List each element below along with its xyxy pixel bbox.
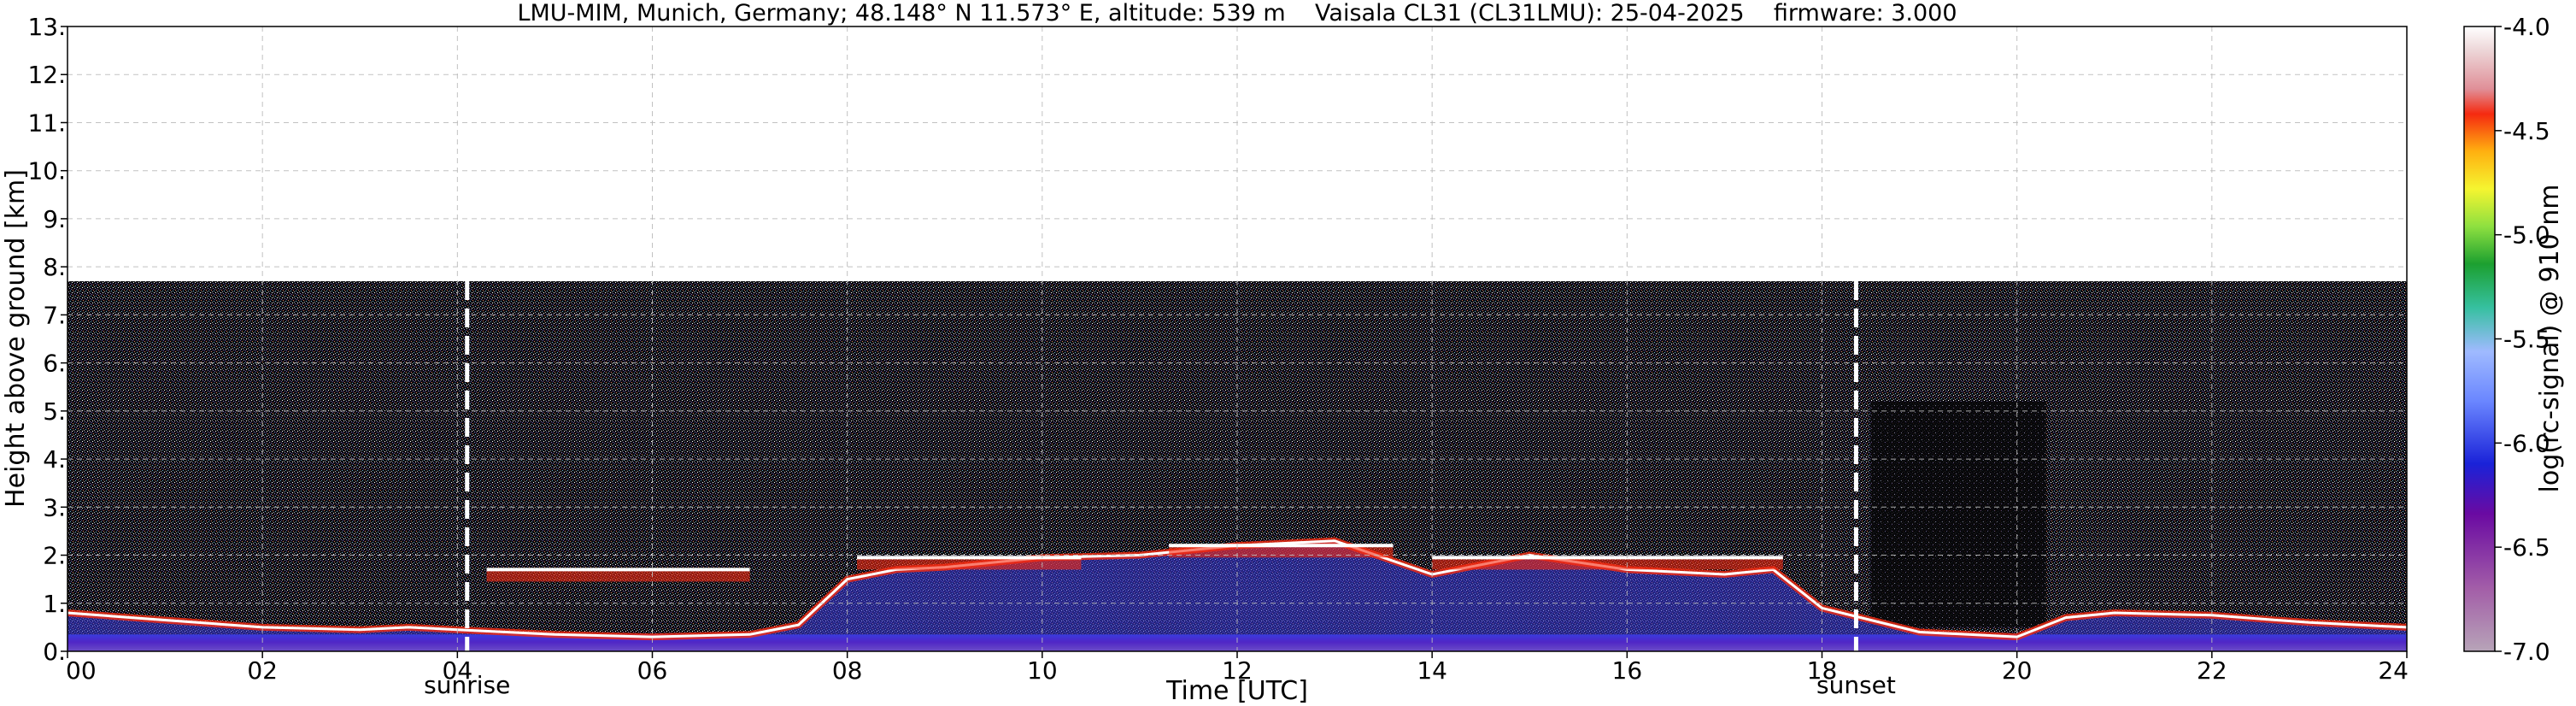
- cloud-layer-band: [857, 557, 1082, 570]
- colorbar-tick-label: -5.0: [2503, 221, 2550, 250]
- y-tick-label: 2.: [43, 542, 66, 570]
- sunrise-label: sunrise: [424, 671, 510, 699]
- x-axis-label: Time [UTC]: [1165, 676, 1308, 706]
- backscatter-field: [67, 281, 2408, 651]
- x-tick-label: 24: [2378, 656, 2409, 685]
- y-tick-label: 12.: [27, 61, 66, 89]
- cloud-layer-band: [486, 569, 750, 582]
- cloud-layer-band: [1169, 545, 1394, 558]
- y-tick-label: 0.: [43, 638, 66, 666]
- x-tick-label: 14: [1417, 656, 1447, 685]
- y-tick-label: 9.: [43, 205, 66, 233]
- y-tick-label: 6.: [43, 350, 66, 378]
- x-tick-label: 08: [832, 656, 863, 685]
- x-tick-label: 00: [66, 656, 97, 685]
- colorbar-ticks: -7.0 -6.5 -6.0 -5.5 -5.0 -4.5 -4.0: [2495, 13, 2550, 666]
- y-tick-label: 13.: [27, 13, 66, 41]
- x-tick-label: 12: [1222, 656, 1253, 685]
- clear-air-region: [1870, 401, 2046, 627]
- chart-title: LMU-MIM, Munich, Germany; 48.148° N 11.5…: [517, 0, 1957, 26]
- y-tick-label: 5.: [43, 397, 66, 426]
- x-tick-label: 18: [1807, 656, 1838, 685]
- x-tick-label: 10: [1027, 656, 1058, 685]
- sun-annotations: sunrise sunset: [424, 281, 1896, 699]
- x-tick-label: 02: [247, 656, 278, 685]
- colorbar: -7.0 -6.5 -6.0 -5.5 -5.0 -4.5 -4.0 log(rc-sign…: [2463, 13, 2565, 666]
- y-axis: 0. 1. 2. 3. 4. 5. 6. 7. 8. 9. 10. 11. 12. 13.: [27, 13, 67, 666]
- grid-lines: [67, 26, 2407, 651]
- colorbar-tick-label: -6.5: [2503, 533, 2550, 562]
- y-tick-label: 1.: [43, 590, 66, 618]
- y-tick-label: 4.: [43, 445, 66, 474]
- y-tick-label: 3.: [43, 493, 66, 521]
- colorbar-tick-label: -7.0: [2503, 638, 2550, 666]
- colorbar-tick-label: -4.5: [2503, 117, 2550, 145]
- y-axis-label: Height above ground [km]: [1, 169, 31, 508]
- colorbar-tick-label: -6.0: [2503, 429, 2550, 457]
- colorbar-tick-label: -5.5: [2503, 326, 2550, 354]
- colorbar-gradient: [2463, 26, 2496, 652]
- x-tick-label: 06: [637, 656, 668, 685]
- y-tick-label: 10.: [27, 157, 66, 185]
- sunset-label: sunset: [1816, 671, 1896, 699]
- y-tick-label: 7.: [43, 301, 66, 329]
- colorbar-tick-label: -4.0: [2503, 13, 2550, 41]
- cloud-layer-band: [1432, 557, 1783, 570]
- colorbar-label: log(rc-signal) @ 910 nm: [2535, 185, 2565, 493]
- x-tick-label: 16: [1612, 656, 1643, 685]
- y-tick-label: 11.: [27, 109, 66, 137]
- plot-area: sunrise sunset: [67, 26, 2408, 699]
- x-tick-label: 20: [2002, 656, 2033, 685]
- y-tick-label: 8.: [43, 253, 66, 281]
- x-tick-label: 22: [2197, 656, 2227, 685]
- x-tick-label: 04: [443, 656, 473, 685]
- x-axis: 00 02 04 06 08 10 12 14 16 18 20 22 24: [66, 651, 2409, 685]
